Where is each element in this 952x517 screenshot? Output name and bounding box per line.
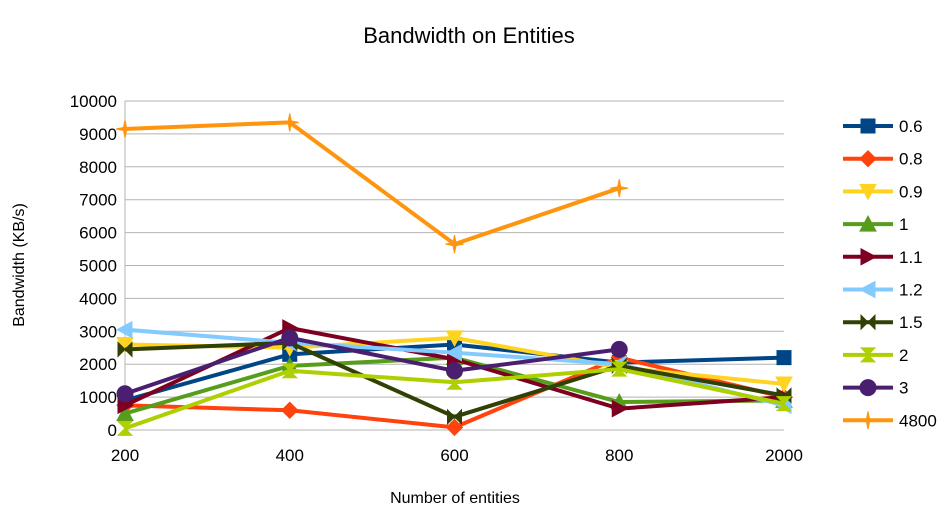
y-tick-label: 2000: [79, 355, 117, 374]
grid-lines: [124, 100, 784, 431]
data-point: [446, 362, 463, 380]
legend-swatch-marker: [859, 379, 877, 397]
legend-label: 4800: [899, 411, 937, 430]
legend-swatch-marker: [859, 149, 877, 168]
legend-swatch-marker: [858, 411, 878, 430]
legend-label: 0.9: [899, 182, 923, 201]
y-tick-label: 4000: [79, 289, 117, 308]
data-point: [775, 376, 793, 394]
series-2: [116, 361, 793, 436]
legend-swatch-marker: [859, 183, 877, 201]
y-tick-label: 8000: [79, 158, 117, 177]
legend-item: 2: [843, 346, 908, 365]
legend-swatch-marker: [859, 347, 877, 363]
x-tick-label: 2000: [765, 446, 803, 465]
data-point: [115, 119, 135, 139]
data-point: [281, 363, 298, 379]
y-tick-label: 3000: [79, 322, 117, 341]
data-point: [445, 235, 464, 254]
y-tick-label: 1000: [79, 388, 117, 407]
data-point: [775, 396, 793, 412]
data-point: [281, 329, 299, 347]
y-tick-label: 10000: [70, 92, 117, 111]
data-point: [445, 330, 464, 347]
legend-label: 1: [899, 215, 908, 234]
legend-label: 1.1: [899, 248, 923, 267]
legend-item: 1.2: [843, 281, 923, 300]
legend-item: 0.6: [843, 117, 923, 136]
legend: 0.6 0.8 0.9 1 1.1 1.2 1.5 2 3 4800: [843, 117, 937, 430]
series-layer: [115, 113, 794, 437]
x-tick-label: 200: [111, 446, 139, 465]
legend-swatch-marker: [859, 215, 877, 232]
data-point: [116, 404, 134, 422]
data-point: [447, 408, 462, 426]
x-axis-label: Number of entities: [390, 490, 520, 507]
data-point: [611, 361, 628, 377]
legend-label: 0.8: [899, 150, 923, 169]
data-point: [281, 401, 299, 419]
legend-label: 1.2: [899, 281, 923, 300]
x-tick-label: 600: [440, 446, 468, 465]
legend-item: 3: [843, 379, 908, 398]
data-point: [610, 340, 628, 358]
data-point: [611, 399, 629, 418]
legend-swatch-marker: [860, 118, 876, 134]
legend-item: 1.1: [843, 248, 923, 267]
legend-item: 1.5: [843, 313, 923, 332]
legend-swatch-marker: [860, 247, 878, 266]
series-4800: [115, 113, 629, 254]
data-point: [116, 385, 134, 403]
legend-label: 2: [899, 346, 908, 365]
x-tick-label: 400: [276, 446, 304, 465]
legend-item: 1: [843, 215, 908, 234]
legend-item: 0.8: [843, 150, 923, 169]
y-tick-label: 0: [108, 421, 117, 440]
series-3: [116, 329, 628, 403]
x-tick-label: 800: [605, 446, 633, 465]
y-axis-label: Bandwidth (KB/s): [11, 203, 28, 327]
legend-swatch-marker: [860, 313, 876, 331]
data-point: [280, 113, 299, 132]
legend-item: 4800: [843, 411, 937, 430]
legend-label: 1.5: [899, 313, 923, 332]
data-point: [116, 420, 134, 436]
y-tick-label: 6000: [79, 224, 117, 243]
y-tick-label: 7000: [79, 191, 117, 210]
series-line: [124, 335, 620, 396]
data-point: [776, 350, 792, 366]
legend-item: 0.9: [843, 182, 923, 201]
legend-label: 0.6: [899, 117, 923, 136]
chart-title: Bandwidth on Entities: [363, 23, 575, 48]
data-point: [610, 179, 629, 198]
legend-swatch-marker: [858, 280, 876, 299]
data-point: [445, 418, 464, 437]
legend-label: 3: [899, 379, 908, 398]
y-tick-label: 5000: [79, 257, 117, 276]
data-point: [445, 343, 462, 362]
data-point: [115, 320, 133, 339]
y-tick-labels: 0 1000 2000 3000 4000 5000 6000 7000 8000 9000 100…: [70, 92, 117, 440]
series-line: [124, 120, 620, 247]
x-tick-labels: 200 400 600 800 2000: [111, 446, 803, 465]
y-tick-label: 9000: [79, 125, 117, 144]
data-point: [117, 341, 133, 358]
